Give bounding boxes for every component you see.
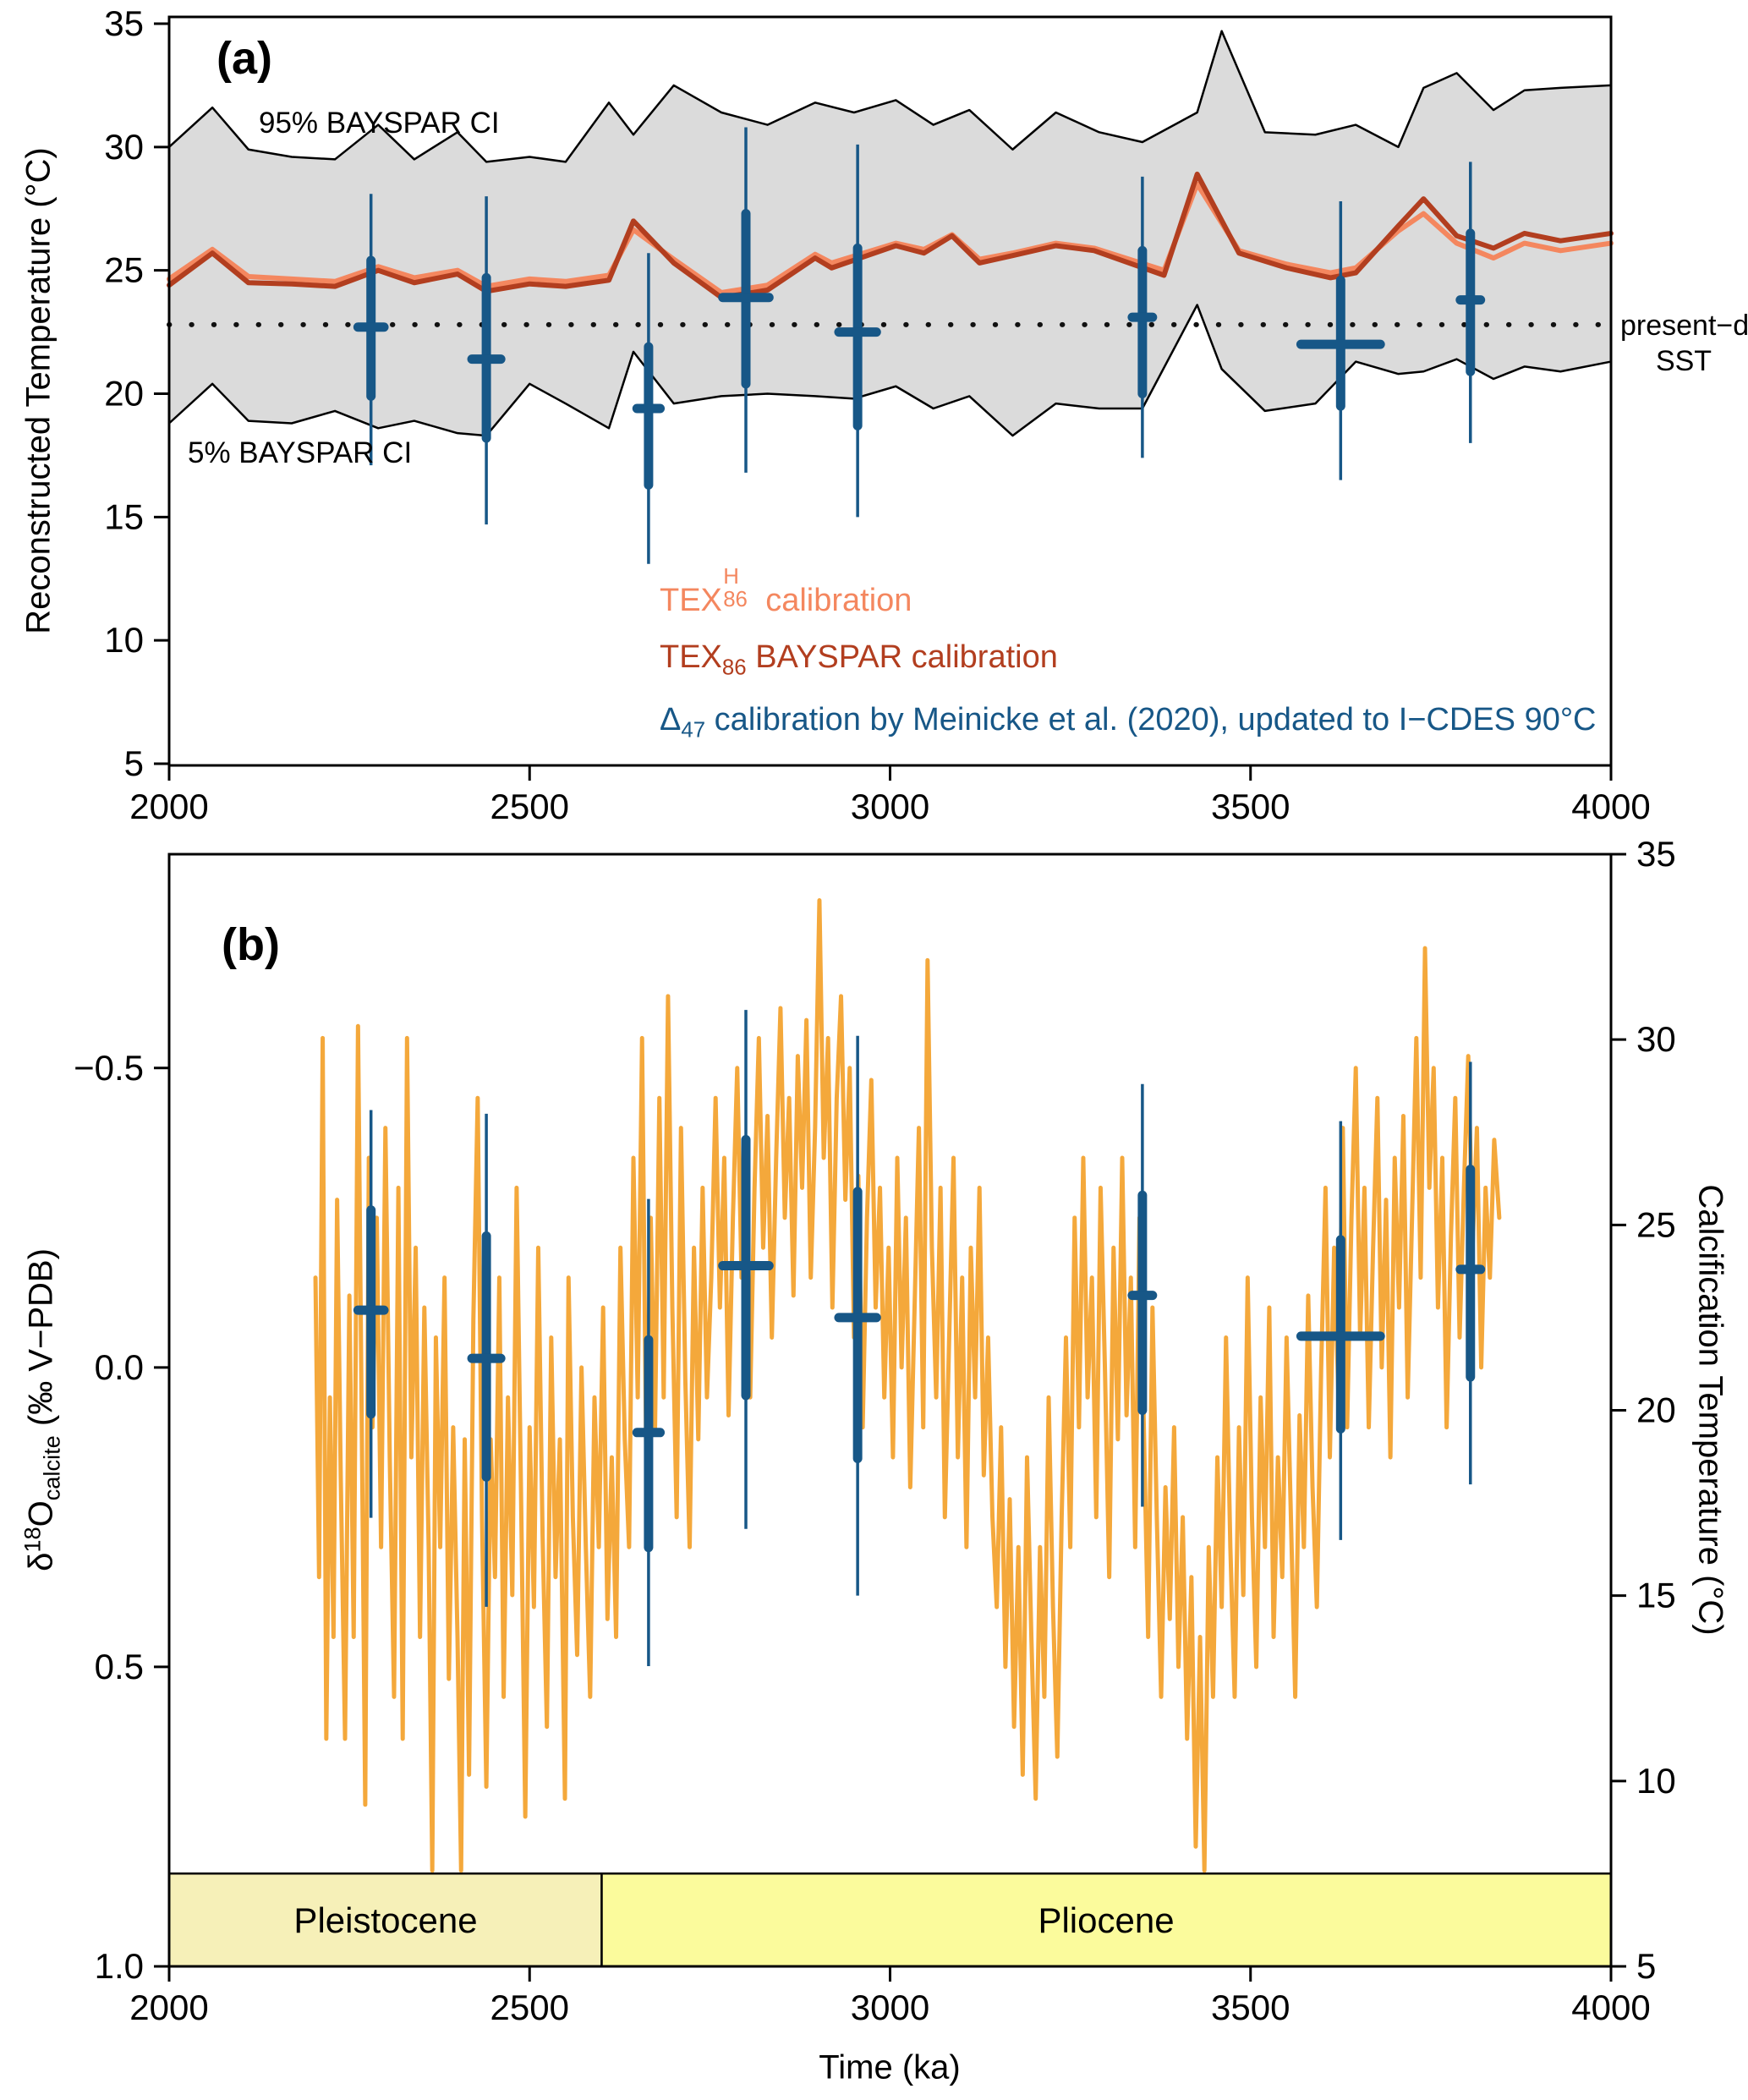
- legend-d47-text: Δ: [660, 702, 682, 737]
- panel-a-y-tick-label: 25: [104, 250, 144, 290]
- panel-a-x-tick-label: 2500: [490, 787, 569, 826]
- panel-b-x-tick-label: 3000: [851, 1988, 929, 2027]
- d18o-title-sup: 18: [19, 1527, 46, 1553]
- panel-b-right-tick-label: 5: [1636, 1946, 1656, 1986]
- panel-a-y-tick-label: 10: [104, 620, 144, 660]
- panel-a-x-tick-label: 4000: [1571, 787, 1650, 826]
- legend-d47: Δ47 calibration by Meinicke et al. (2020…: [660, 702, 1597, 743]
- present-day-sst-label: present−day SST: [1620, 308, 1748, 379]
- panel-b-right-tick-label: 35: [1636, 834, 1676, 874]
- legend-d47-text2: calibration by Meinicke et al. (2020), u…: [705, 702, 1597, 737]
- panel-b-right-tick-label: 25: [1636, 1204, 1676, 1244]
- panel-b-right-tick-label: 20: [1636, 1390, 1676, 1430]
- panel-a-y-tick-label: 20: [104, 374, 144, 414]
- panel-a-x-tick-label: 3500: [1211, 787, 1290, 826]
- legend-tex86h-sup: H: [723, 564, 739, 589]
- panel-b-right-tick-label: 15: [1636, 1576, 1676, 1615]
- panel-b-right-tick-label: 30: [1636, 1019, 1676, 1059]
- legend-tex86-bayspar: TEX86 BAYSPAR calibration: [660, 639, 1058, 681]
- d18o-title-delta: δ: [22, 1552, 60, 1571]
- panel-b-label: (b): [222, 919, 280, 970]
- panel-b-left-tick-label: −0.5: [74, 1048, 144, 1088]
- panel-a-y-tick-label: 15: [104, 496, 144, 536]
- d18o-title-sub: calcite: [38, 1435, 65, 1501]
- legend-d47-sub: 47: [681, 718, 706, 743]
- epoch-label-pliocene: Pliocene: [1038, 1900, 1175, 1940]
- panel-a-y-tick-label: 30: [104, 127, 144, 167]
- legend-tex86h-sub: 86: [723, 587, 748, 611]
- panel-a-y-axis-title: Reconstructed Temperature (°C): [19, 147, 58, 634]
- panel-b-x-tick-label: 4000: [1571, 1988, 1650, 2027]
- d18o-title-units: (‰ V−PDB): [22, 1248, 60, 1436]
- d18o-title-o: O: [22, 1500, 60, 1527]
- panel-a-x-tick-label: 3000: [851, 787, 929, 826]
- legend-tex86h-stack: H 86: [722, 565, 765, 611]
- panel-a-y-tick-label: 5: [124, 743, 144, 783]
- present-day-sst-line1: present−day: [1620, 310, 1748, 342]
- present-day-sst-line2: SST: [1655, 345, 1712, 377]
- panel-b-left-tick-label: 1.0: [95, 1946, 144, 1986]
- panel-b-x-tick-label: 2000: [129, 1988, 208, 2027]
- panel-b-left-tick-label: 0.5: [95, 1647, 144, 1686]
- legend-bayspar-text: TEX: [660, 639, 722, 675]
- panel-b-right-axis-title: Calcification Temperature (°C): [1691, 1184, 1729, 1636]
- epoch-label-pleistocene: Pleistocene: [293, 1900, 478, 1940]
- panel-b-x-axis-title: Time (ka): [819, 2048, 961, 2086]
- legend-tex86h-text2: calibration: [765, 583, 912, 618]
- legend-tex86h-text: TEX: [660, 583, 722, 618]
- legend-tex86h: TEX H 86 calibration: [660, 565, 912, 619]
- panel-b-right-tick-label: 10: [1636, 1761, 1676, 1801]
- panel-b-left-tick-label: 0.0: [95, 1347, 144, 1387]
- legend-bayspar-sub: 86: [721, 655, 747, 680]
- panel-b-x-tick-label: 3500: [1211, 1988, 1290, 2027]
- band-lower-annotation: 5% BAYSPAR CI: [188, 436, 413, 469]
- panel-a-y-tick-label: 35: [104, 3, 144, 43]
- band-upper-annotation: 95% BAYSPAR CI: [259, 107, 500, 140]
- panel-b-left-axis-title: δ18Ocalcite (‰ V−PDB): [19, 1248, 65, 1571]
- panel-a-label: (a): [216, 33, 272, 84]
- panel-b-x-tick-label: 2500: [490, 1988, 569, 2027]
- d18o-line: [313, 898, 1502, 1873]
- panel-a-x-tick-label: 2000: [129, 787, 208, 826]
- tex86_bayspar-line: [167, 171, 1614, 300]
- legend-bayspar-text2: BAYSPAR calibration: [746, 639, 1058, 675]
